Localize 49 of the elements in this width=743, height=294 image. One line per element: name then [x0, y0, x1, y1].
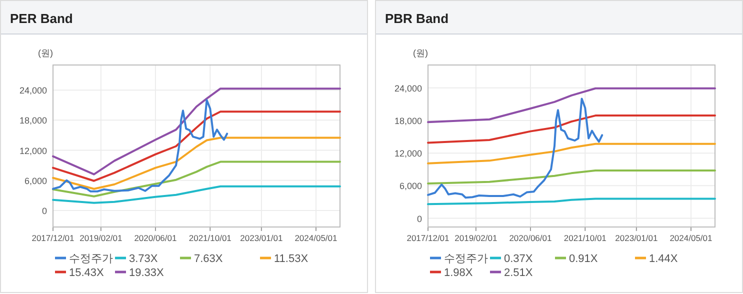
- chart-title: PER Band: [10, 11, 73, 26]
- line-series: [427, 98, 604, 199]
- x-tick-label: 2020/06/01: [509, 233, 552, 243]
- legend-label: 7.63X: [194, 253, 224, 265]
- legend-label: 2.51X: [504, 267, 534, 279]
- x-tick-label: 2017/12/01: [406, 233, 450, 243]
- y-tick-label: 12,000: [394, 148, 422, 159]
- y-tick-label: 24,000: [19, 86, 47, 96]
- line-series: [427, 114, 716, 144]
- x-tick-label: 2021/10/01: [564, 233, 607, 243]
- line-series: [427, 87, 716, 124]
- x-tick-label: 2024/05/01: [670, 233, 713, 243]
- line-series: [52, 136, 341, 190]
- legend-label: 0.91X: [569, 253, 598, 265]
- chart-title: PBR Band: [385, 11, 449, 26]
- legend-label: 19.33X: [129, 267, 165, 279]
- y-tick-label: 6,000: [399, 181, 422, 192]
- legend-label: 0.37X: [504, 253, 534, 265]
- x-tick-label: 2019/02/01: [80, 233, 122, 243]
- line-series: [52, 99, 228, 192]
- y-tick-label: 24,000: [394, 83, 422, 94]
- line-series: [52, 88, 341, 176]
- y-tick-label: 18,000: [394, 116, 422, 126]
- line-series: [427, 142, 716, 164]
- line-series: [52, 110, 341, 182]
- x-tick-label: 2023/01/01: [240, 233, 283, 243]
- y-tick-label: 18,000: [19, 116, 47, 126]
- x-tick-label: 2024/05/01: [294, 233, 338, 243]
- y-tick-label: 0: [42, 206, 47, 216]
- legend-label: 11.53X: [274, 253, 309, 265]
- x-tick-label: 2023/01/01: [615, 233, 658, 243]
- legend-label: 1.44X: [649, 253, 678, 265]
- x-tick-label: 2021/10/01: [188, 233, 232, 243]
- x-tick-label: 2017/12/01: [32, 233, 75, 243]
- legend-label: 3.73X: [129, 253, 158, 265]
- x-tick-label: 2020/06/01: [134, 233, 178, 243]
- y-axis-title: (원): [38, 48, 53, 58]
- legend-label: 수정주가: [444, 253, 488, 265]
- legend-label: 15.43X: [69, 267, 105, 279]
- legend-label: 수정주가: [69, 253, 113, 265]
- y-tick-label: 0: [416, 214, 422, 224]
- legend-label: 1.98X: [444, 267, 474, 279]
- line-series: [52, 160, 341, 198]
- line-series: [427, 169, 716, 185]
- y-tick-label: 6,000: [24, 176, 47, 186]
- y-tick-label: 12,000: [19, 146, 47, 156]
- y-axis-title: (원): [413, 48, 428, 58]
- line-series: [52, 185, 341, 204]
- x-tick-label: 2019/02/01: [454, 233, 498, 243]
